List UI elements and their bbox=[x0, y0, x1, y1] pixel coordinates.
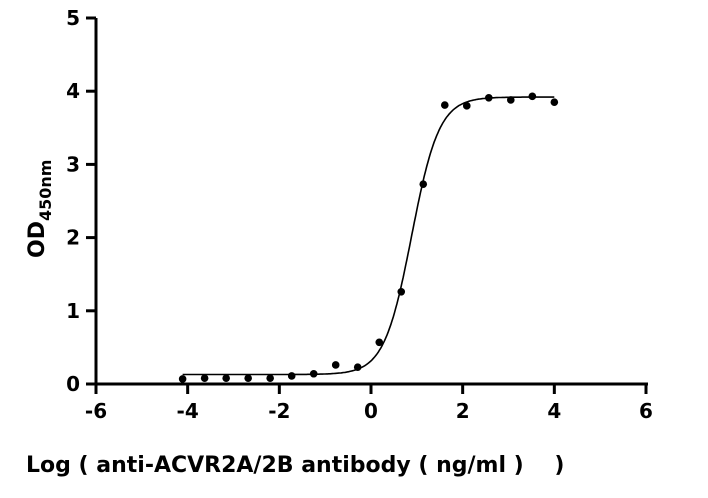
x-tick-label: 2 bbox=[456, 399, 470, 423]
y-tick-label: 5 bbox=[66, 6, 80, 30]
data-point bbox=[222, 374, 230, 382]
data-point bbox=[506, 96, 515, 104]
y-tick-label: 0 bbox=[66, 372, 80, 396]
ticks: -6 -4 -2 0 2 4 6 0 1 2 3 4 5 bbox=[66, 6, 653, 423]
x-tick-label: 6 bbox=[639, 399, 653, 423]
x-tick-label: 4 bbox=[547, 399, 561, 423]
y-axis-title-main: OD bbox=[25, 221, 50, 258]
y-axis-title: OD450nm bbox=[25, 160, 55, 258]
data-point bbox=[353, 363, 362, 371]
y-tick-label: 2 bbox=[66, 226, 80, 250]
data-point bbox=[309, 369, 318, 378]
data-points bbox=[178, 92, 559, 383]
data-point bbox=[484, 93, 493, 102]
data-point bbox=[287, 372, 296, 380]
data-point bbox=[462, 102, 471, 110]
y-tick-label: 3 bbox=[66, 152, 80, 176]
x-tick-label: -6 bbox=[85, 399, 107, 423]
data-point bbox=[440, 101, 449, 109]
fit-curve bbox=[182, 96, 555, 376]
data-point bbox=[266, 374, 274, 382]
data-point bbox=[528, 92, 537, 101]
data-point bbox=[550, 98, 559, 106]
data-point bbox=[331, 361, 340, 369]
x-tick-label: 0 bbox=[364, 399, 378, 423]
x-axis-title: Log ( anti-ACVR2A/2B antibody ( ng/ml ) … bbox=[26, 453, 564, 478]
x-tick-label: -4 bbox=[177, 399, 199, 423]
y-axis-title-subscript: 450nm bbox=[36, 160, 55, 221]
axes bbox=[94, 18, 648, 386]
data-point bbox=[397, 287, 406, 296]
y-tick-label: 4 bbox=[66, 79, 80, 103]
x-tick-label: -2 bbox=[268, 399, 290, 423]
data-point bbox=[375, 338, 384, 347]
data-point bbox=[244, 374, 252, 382]
data-point bbox=[419, 180, 428, 188]
data-point bbox=[200, 374, 209, 382]
y-tick-label: 1 bbox=[66, 299, 80, 323]
data-point bbox=[178, 375, 187, 383]
